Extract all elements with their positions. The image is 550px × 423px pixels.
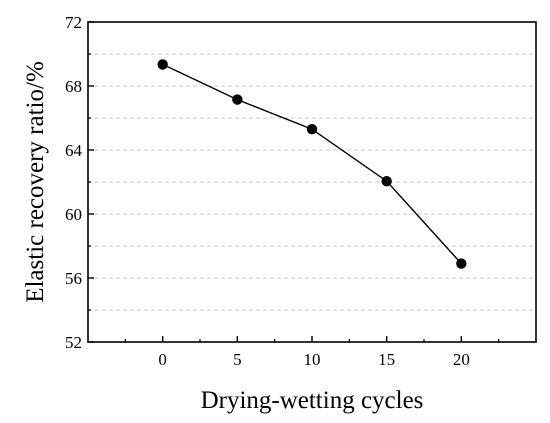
y-axis-label: Elastic recovery ratio/% bbox=[22, 61, 49, 303]
data-series bbox=[157, 59, 467, 269]
x-axis-label: Drying-wetting cycles bbox=[201, 387, 424, 414]
data-point bbox=[157, 59, 168, 70]
x-axis-ticks: 0 5 10 15 20 bbox=[124, 336, 500, 369]
y-tick-label: 68 bbox=[65, 77, 82, 96]
y-tick-label: 52 bbox=[65, 333, 82, 352]
y-tick-label: 60 bbox=[65, 205, 82, 224]
x-tick-label: 5 bbox=[233, 350, 242, 369]
x-tick-label: 15 bbox=[378, 350, 395, 369]
y-tick-label: 64 bbox=[65, 141, 83, 160]
data-point bbox=[232, 94, 243, 105]
x-tick-label: 10 bbox=[304, 350, 321, 369]
y-axis-ticks: 52 56 60 64 68 72 bbox=[65, 13, 94, 352]
x-tick-label: 0 bbox=[158, 350, 167, 369]
x-tick-label: 20 bbox=[453, 350, 470, 369]
y-tick-label: 56 bbox=[65, 269, 82, 288]
data-point bbox=[456, 258, 467, 269]
grid-lines bbox=[88, 53, 536, 311]
series-line bbox=[162, 63, 462, 265]
data-point bbox=[306, 124, 318, 135]
data-point bbox=[381, 176, 392, 187]
y-tick-label: 72 bbox=[65, 13, 82, 32]
